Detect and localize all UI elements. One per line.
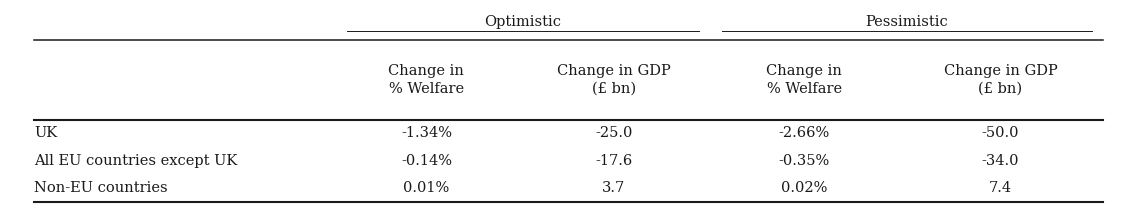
Text: -50.0: -50.0	[982, 126, 1019, 140]
Text: -34.0: -34.0	[982, 154, 1019, 168]
Text: Change in
% Welfare: Change in % Welfare	[766, 64, 843, 96]
Text: UK: UK	[34, 126, 57, 140]
Text: 7.4: 7.4	[989, 181, 1012, 195]
Text: -2.66%: -2.66%	[779, 126, 830, 140]
Text: -0.14%: -0.14%	[401, 154, 451, 168]
Text: Non-EU countries: Non-EU countries	[34, 181, 168, 195]
Text: Change in GDP
(£ bn): Change in GDP (£ bn)	[557, 64, 671, 96]
Text: -0.35%: -0.35%	[779, 154, 830, 168]
Text: 0.01%: 0.01%	[404, 181, 449, 195]
Text: -25.0: -25.0	[596, 126, 632, 140]
Text: Change in GDP
(£ bn): Change in GDP (£ bn)	[944, 64, 1057, 96]
Text: Optimistic: Optimistic	[484, 14, 562, 29]
Text: 3.7: 3.7	[603, 181, 625, 195]
Text: -1.34%: -1.34%	[401, 126, 451, 140]
Text: -17.6: -17.6	[596, 154, 632, 168]
Text: 0.02%: 0.02%	[781, 181, 828, 195]
Text: Change in
% Welfare: Change in % Welfare	[389, 64, 464, 96]
Text: Pessimistic: Pessimistic	[865, 14, 948, 29]
Text: All EU countries except UK: All EU countries except UK	[34, 154, 238, 168]
